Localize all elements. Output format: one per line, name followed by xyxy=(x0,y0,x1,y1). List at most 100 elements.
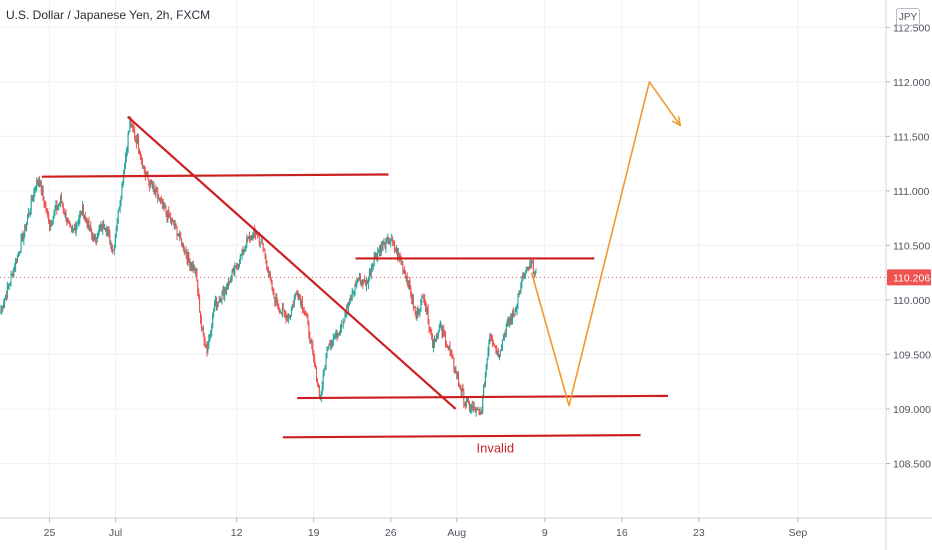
candle-body xyxy=(425,307,427,312)
candle-body xyxy=(268,272,270,274)
candle-body xyxy=(440,324,442,326)
trendline[interactable] xyxy=(297,394,669,400)
candle-body xyxy=(133,128,135,132)
trendline[interactable] xyxy=(126,115,457,410)
candle-body xyxy=(400,259,402,265)
candle-body xyxy=(4,298,6,304)
candle-body xyxy=(530,263,532,265)
candle xyxy=(447,346,449,351)
candle xyxy=(268,270,270,278)
candle xyxy=(1,306,3,315)
candle-body xyxy=(40,181,42,192)
candle-body xyxy=(157,191,159,199)
candle xyxy=(30,194,32,215)
annotations: Invalid xyxy=(476,441,514,456)
candle-body xyxy=(369,270,371,275)
candle xyxy=(119,199,121,214)
candle xyxy=(143,165,145,175)
candle xyxy=(63,207,65,216)
candle-body xyxy=(315,364,317,367)
trendline[interactable] xyxy=(41,173,389,178)
candle-body xyxy=(63,210,65,214)
candle xyxy=(400,255,402,266)
candle xyxy=(534,270,536,277)
last-price-label: 110.206 xyxy=(893,272,930,284)
candle xyxy=(337,332,339,339)
candle-body xyxy=(179,233,181,237)
y-tick-label: 111.000 xyxy=(893,186,930,198)
trendline[interactable] xyxy=(282,434,641,439)
candle xyxy=(418,308,420,315)
candle xyxy=(241,248,243,261)
candle xyxy=(216,301,218,311)
candle-body xyxy=(162,202,164,206)
candle-body xyxy=(27,217,29,223)
candle-body xyxy=(490,335,492,338)
candle xyxy=(202,324,204,337)
candle-body xyxy=(241,248,243,255)
x-tick-label: 25 xyxy=(44,527,56,539)
candle-body xyxy=(155,189,157,193)
candle-body xyxy=(300,297,302,305)
candle xyxy=(240,253,242,257)
candle-body xyxy=(435,335,437,342)
candle xyxy=(489,332,491,345)
candle-body xyxy=(288,315,290,319)
candle xyxy=(322,369,324,391)
candle xyxy=(507,316,509,327)
candle-body xyxy=(321,386,323,393)
candle xyxy=(21,233,23,243)
candle-body xyxy=(84,216,86,218)
candle xyxy=(492,339,494,346)
projection-path[interactable] xyxy=(530,80,681,407)
candle-body xyxy=(80,212,82,215)
currency-badge[interactable]: JPY xyxy=(896,8,920,26)
candle xyxy=(153,182,155,195)
x-tick-label: Jul xyxy=(109,527,122,539)
candle-body xyxy=(295,292,297,295)
candle xyxy=(493,342,495,347)
candle xyxy=(331,339,333,350)
candle xyxy=(317,382,319,389)
candle-body xyxy=(462,388,464,391)
candle xyxy=(458,371,460,387)
candle-body xyxy=(199,296,201,313)
candle-body xyxy=(493,344,495,346)
candle xyxy=(259,242,261,249)
candle xyxy=(82,201,84,216)
candle xyxy=(218,295,220,303)
candle-body xyxy=(174,223,176,227)
candle xyxy=(303,306,305,316)
candle-body xyxy=(406,275,408,281)
candle xyxy=(177,233,179,236)
last-price-badge: 110.206 xyxy=(887,269,931,286)
candle xyxy=(404,270,406,279)
candle xyxy=(124,162,126,175)
y-tick-label: 108.500 xyxy=(893,458,931,470)
drawings[interactable] xyxy=(41,80,682,439)
candle-body xyxy=(136,138,138,144)
candle-body xyxy=(175,223,177,227)
candle-body xyxy=(366,281,368,285)
candle-body xyxy=(450,351,452,354)
candle xyxy=(23,232,25,246)
candle xyxy=(179,230,181,242)
candle xyxy=(287,313,289,323)
candle-body xyxy=(498,350,500,358)
candle-body xyxy=(297,292,299,297)
candle-body xyxy=(367,277,369,285)
candle-body xyxy=(51,221,53,224)
candle-body xyxy=(339,331,341,335)
candle xyxy=(368,268,370,282)
candle-body xyxy=(286,314,288,319)
candle xyxy=(209,334,211,343)
candle xyxy=(207,341,209,355)
candle-body xyxy=(26,222,28,229)
candle xyxy=(14,263,16,272)
candle-body xyxy=(198,291,200,297)
candle-body xyxy=(455,371,457,373)
candle xyxy=(60,192,62,204)
candle xyxy=(91,228,93,240)
candle-body xyxy=(129,120,131,131)
